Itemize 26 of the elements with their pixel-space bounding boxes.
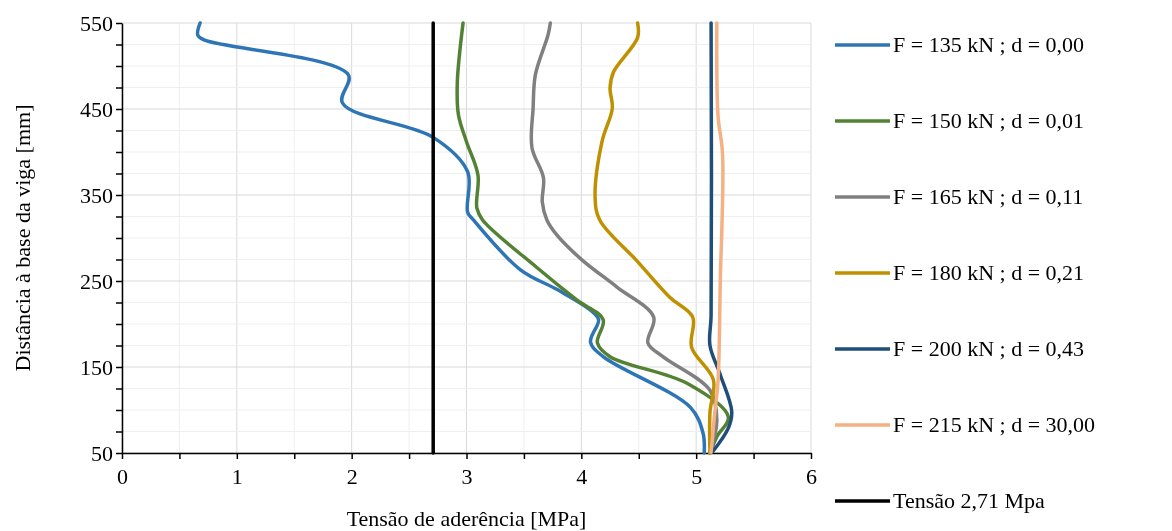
y-tick-label: 250 <box>80 268 113 294</box>
legend-label: F = 165 kN ; d = 0,11 <box>893 184 1084 209</box>
line-series <box>196 21 707 455</box>
legend-label: F = 200 kN ; d = 0,43 <box>893 336 1085 361</box>
legend-label: Tensão 2,71 Mpa <box>893 488 1046 513</box>
x-tick-label: 4 <box>576 464 588 489</box>
x-tick-label: 2 <box>346 464 358 489</box>
y-tick-label: 350 <box>80 182 113 208</box>
legend-label: F = 150 kN ; d = 0,01 <box>893 108 1085 133</box>
x-axis-title: Tensão de aderência [MPa] <box>346 506 587 531</box>
x-tick-label: 6 <box>806 464 817 489</box>
y-tick-label: 150 <box>80 354 113 380</box>
line-series <box>709 21 725 454</box>
legend-label: F = 215 kN ; d = 30,00 <box>893 412 1096 437</box>
y-tick-label: 50 <box>91 440 113 466</box>
y-tick-label: 550 <box>80 10 113 36</box>
y-axis-title: Distância à base da viga [mm] <box>10 104 35 372</box>
legend-label: F = 135 kN ; d = 0,00 <box>893 32 1085 57</box>
x-tick-label: 0 <box>117 464 128 489</box>
line-series <box>707 21 734 454</box>
x-tick-label: 5 <box>691 464 703 489</box>
x-tick-label: 3 <box>461 464 473 489</box>
y-tick-label: 450 <box>80 96 113 122</box>
line-series <box>593 21 716 455</box>
x-tick-label: 1 <box>231 464 243 489</box>
legend-label: F = 180 kN ; d = 0,21 <box>893 260 1085 285</box>
